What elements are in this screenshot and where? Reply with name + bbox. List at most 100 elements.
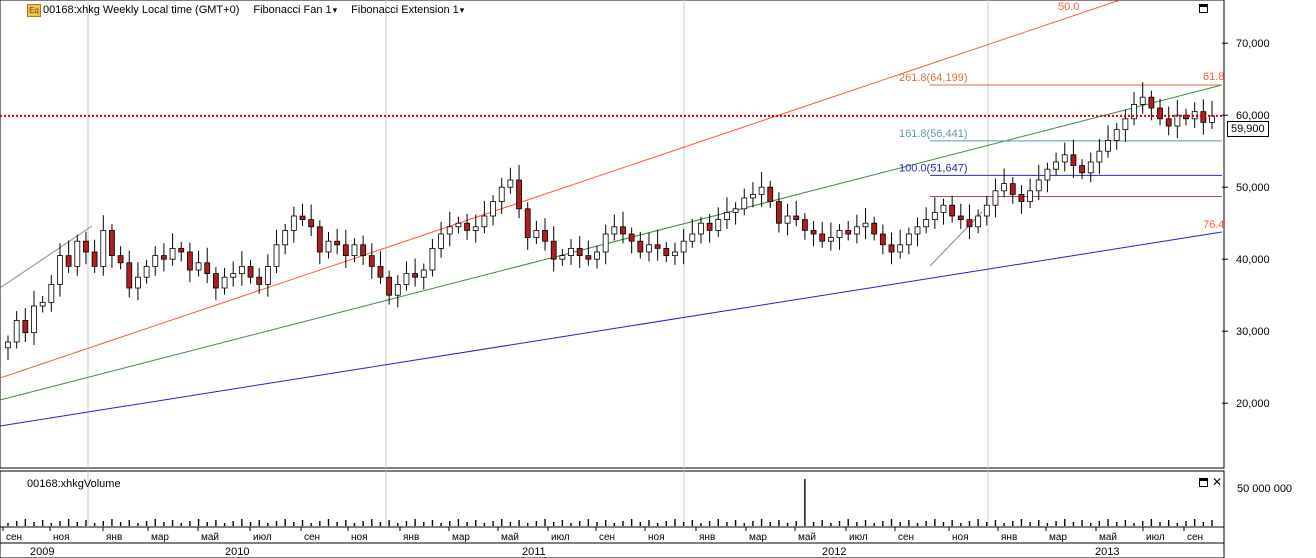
month-label: янв [403,532,419,543]
candle-body [100,229,107,267]
candle-body [238,265,245,274]
candle-body [767,186,774,202]
candle-body [334,240,341,246]
month-label: ноя [648,532,665,543]
candle-body [438,233,444,249]
candle-body [680,240,687,253]
candle-body [1122,118,1129,131]
candle-body [386,276,393,296]
fan-line [0,84,1223,401]
y-tick-label: 40,000 [1236,254,1270,266]
candle-body [550,240,557,260]
month-label: ноя [351,532,368,543]
candle-body [394,283,401,296]
candle-body [490,201,496,217]
month-label: май [201,532,219,543]
candle-body [940,204,947,213]
candle-body [983,204,990,217]
month-label: янв [1001,532,1017,543]
candle-body [273,244,280,267]
candle-body [1157,107,1163,120]
candle-body [836,229,843,238]
candle-body [308,219,315,228]
candle-body [776,201,782,224]
candle-body [455,222,462,228]
candle-body [1044,168,1051,181]
candle-body [472,226,479,231]
candle-body [923,219,930,228]
price-axis: 20,000 30,000 40,000 50,000 60,000 70,000 [1222,38,1270,410]
candle-body [810,229,817,235]
candle-body [186,251,193,271]
candle-body [481,215,488,228]
month-label: мар [151,532,169,543]
month-label: янв [699,532,715,543]
candle-body [1009,183,1016,195]
volume-panel [0,470,1225,528]
fibonacci-fan: 50.0 61.8 76.4 [0,0,1224,427]
candle-body [65,255,72,267]
candle-body [169,247,176,260]
candle-body [533,229,540,238]
candle-body [1079,165,1085,174]
candle-body [793,215,800,220]
maximize-icon[interactable] [1199,4,1208,13]
candle-body [524,208,531,239]
candle-body [646,244,652,253]
candle-body [342,244,349,257]
candle-body [992,190,999,206]
candle-body [507,179,514,188]
y-tick-label: 60,000 [1236,110,1270,122]
month-label: мар [452,532,470,543]
candle-body [585,255,592,260]
fibonacci-extension-menu[interactable]: Fibonacci Extension 1 [351,4,464,16]
candle-body [351,244,358,257]
candle-body [204,262,211,274]
candle-body [178,247,185,253]
candle-body [48,283,55,303]
fibonacci-fan-menu[interactable]: Fibonacci Fan 1 [253,4,337,16]
month-label: июл [551,532,570,543]
candle-body [247,265,254,278]
candle-body [368,255,375,267]
candle-body [602,233,609,253]
year-label: 2011 [522,546,546,558]
candle-body [931,211,938,220]
candle-body [464,222,470,231]
candle-body [1035,179,1042,192]
candle-body [975,215,982,228]
candle-body [1139,96,1146,105]
candle-body [689,233,696,242]
extension-base-line [929,211,983,267]
month-label: янв [106,532,122,543]
candle-body [628,233,635,242]
candle-body [498,186,505,202]
candles [0,82,1222,360]
maximize-icon-volume[interactable] [1199,478,1208,487]
y-tick-label: 20,000 [1236,398,1270,410]
candle-body [620,226,626,235]
month-label: июл [849,532,868,543]
candle-body [672,251,678,256]
candle-body [1113,129,1120,141]
volume-bars [7,479,1213,526]
equity-icon: Eq [27,4,41,17]
close-icon[interactable]: ✕ [1212,475,1223,489]
candle-body [161,255,167,260]
extension-level-label: 100.0(51,647) [899,162,968,174]
candle-body [403,273,410,285]
candle-body [1165,118,1172,127]
candle-body [1200,111,1207,123]
candle-body [715,219,722,231]
candle-body [741,197,748,210]
fan-line [0,231,1223,427]
month-label: сен [1187,532,1203,543]
candle-body [559,255,566,260]
candle-body [230,273,237,278]
candle-body [290,215,297,231]
month-label: ноя [53,532,70,543]
month-label: мар [1049,532,1067,543]
month-label: май [501,532,519,543]
fan-level-label: 50.0 [1058,1,1079,13]
